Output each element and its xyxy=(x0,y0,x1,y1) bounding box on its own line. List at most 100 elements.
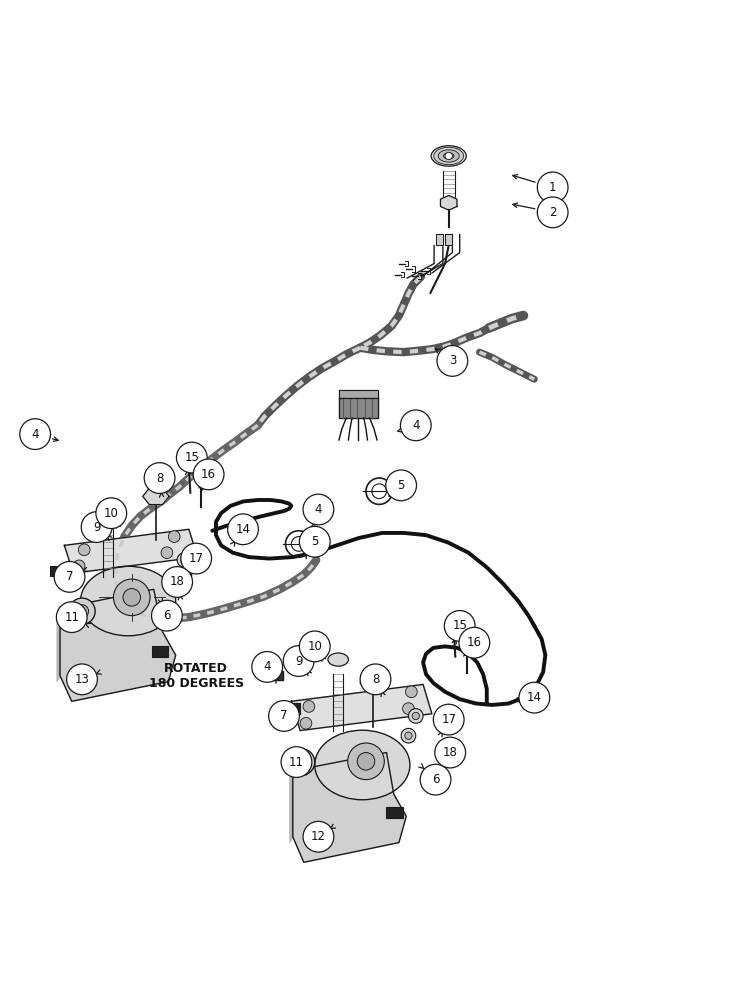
Text: 3: 3 xyxy=(449,354,456,367)
Polygon shape xyxy=(445,234,452,245)
Text: 11: 11 xyxy=(289,756,304,769)
Circle shape xyxy=(161,547,173,559)
Circle shape xyxy=(228,514,258,545)
Text: 16: 16 xyxy=(467,636,482,649)
Text: 10: 10 xyxy=(104,507,119,520)
Circle shape xyxy=(67,664,97,695)
Text: 10: 10 xyxy=(307,640,322,653)
Circle shape xyxy=(435,737,466,768)
Ellipse shape xyxy=(434,147,463,165)
Text: 14: 14 xyxy=(527,691,542,704)
Text: 11: 11 xyxy=(64,611,79,624)
Polygon shape xyxy=(291,684,432,731)
Circle shape xyxy=(537,172,568,203)
Text: 5: 5 xyxy=(311,535,318,548)
Text: 4: 4 xyxy=(31,428,39,441)
Polygon shape xyxy=(360,675,386,691)
Circle shape xyxy=(283,646,314,676)
Circle shape xyxy=(299,631,330,662)
Text: 17: 17 xyxy=(189,552,203,565)
Circle shape xyxy=(303,821,334,852)
Polygon shape xyxy=(339,390,378,398)
Text: 4: 4 xyxy=(264,660,271,673)
Circle shape xyxy=(408,709,423,723)
Text: 6: 6 xyxy=(163,609,171,622)
Circle shape xyxy=(300,717,312,729)
Circle shape xyxy=(459,627,490,658)
Circle shape xyxy=(181,543,212,574)
Circle shape xyxy=(54,561,85,592)
Circle shape xyxy=(152,600,182,631)
Polygon shape xyxy=(57,608,60,682)
Polygon shape xyxy=(293,753,406,862)
Polygon shape xyxy=(339,398,378,418)
Text: 6: 6 xyxy=(432,773,439,786)
Circle shape xyxy=(69,598,95,624)
Circle shape xyxy=(123,589,141,606)
Polygon shape xyxy=(441,195,457,210)
Circle shape xyxy=(437,346,468,376)
Polygon shape xyxy=(64,529,198,573)
Circle shape xyxy=(348,743,384,780)
Circle shape xyxy=(537,197,568,228)
Polygon shape xyxy=(143,488,169,505)
Circle shape xyxy=(360,664,391,695)
Circle shape xyxy=(176,442,207,473)
Text: 13: 13 xyxy=(75,673,89,686)
Text: 7: 7 xyxy=(280,709,288,722)
Circle shape xyxy=(403,703,414,714)
Circle shape xyxy=(400,410,431,441)
Ellipse shape xyxy=(438,150,459,162)
Text: 12: 12 xyxy=(311,830,326,843)
Circle shape xyxy=(96,498,127,529)
Ellipse shape xyxy=(431,146,466,166)
FancyBboxPatch shape xyxy=(152,646,168,657)
Text: 9: 9 xyxy=(295,655,302,668)
Circle shape xyxy=(405,732,412,739)
Circle shape xyxy=(357,753,375,770)
Circle shape xyxy=(81,512,112,542)
Text: 16: 16 xyxy=(201,468,216,481)
Circle shape xyxy=(269,701,299,731)
Text: 8: 8 xyxy=(372,673,379,686)
Text: 7: 7 xyxy=(66,570,73,583)
FancyBboxPatch shape xyxy=(386,807,403,818)
Circle shape xyxy=(445,152,452,160)
Circle shape xyxy=(433,704,464,735)
Circle shape xyxy=(56,602,87,632)
Circle shape xyxy=(73,560,85,572)
Circle shape xyxy=(113,579,150,616)
Circle shape xyxy=(401,728,416,743)
Circle shape xyxy=(299,526,330,557)
Circle shape xyxy=(519,682,550,713)
Text: 9: 9 xyxy=(93,521,100,534)
Text: 15: 15 xyxy=(184,451,199,464)
Ellipse shape xyxy=(315,730,410,800)
Circle shape xyxy=(171,575,178,583)
Text: 8: 8 xyxy=(156,472,163,485)
Circle shape xyxy=(412,712,419,720)
Text: 2: 2 xyxy=(549,206,556,219)
Circle shape xyxy=(420,764,451,795)
Circle shape xyxy=(386,470,417,501)
Circle shape xyxy=(295,755,308,769)
Circle shape xyxy=(20,419,51,449)
Text: 14: 14 xyxy=(236,523,250,536)
FancyBboxPatch shape xyxy=(284,703,300,714)
Text: 1: 1 xyxy=(549,181,556,194)
Ellipse shape xyxy=(81,566,176,636)
Polygon shape xyxy=(290,771,293,843)
Circle shape xyxy=(252,652,283,682)
Ellipse shape xyxy=(98,501,119,514)
Ellipse shape xyxy=(444,153,454,159)
Circle shape xyxy=(168,531,180,542)
Circle shape xyxy=(406,686,417,698)
Circle shape xyxy=(303,494,334,525)
Text: 4: 4 xyxy=(412,419,419,432)
Circle shape xyxy=(144,463,175,493)
Circle shape xyxy=(193,459,224,490)
FancyBboxPatch shape xyxy=(50,566,66,576)
Circle shape xyxy=(75,605,89,618)
Text: 18: 18 xyxy=(443,746,458,759)
Ellipse shape xyxy=(328,653,348,666)
